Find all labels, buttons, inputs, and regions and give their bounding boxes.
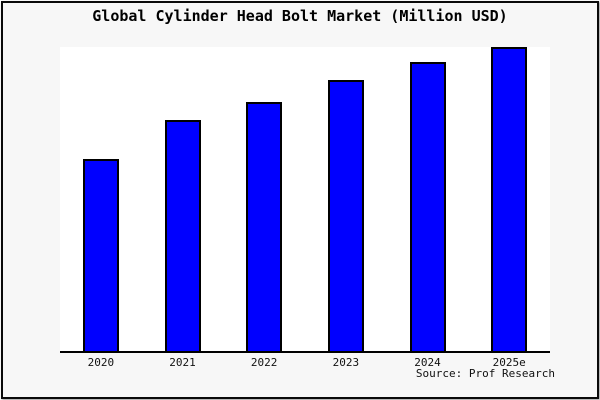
x-tick-label-2020: 2020 xyxy=(87,356,115,369)
x-axis-labels: 2020 2021 2022 2023 2024 2025e xyxy=(60,356,550,369)
x-tick-label-2021: 2021 xyxy=(169,356,196,369)
bar-2021 xyxy=(164,119,201,351)
bar-slot xyxy=(223,47,305,351)
bar-slot xyxy=(142,47,224,351)
bar-2024 xyxy=(409,62,446,351)
source-attribution: Source: Prof Research xyxy=(415,367,555,380)
bar-2020 xyxy=(82,159,119,351)
x-tick-label-2024: 2024 xyxy=(414,356,441,369)
bar-2025e xyxy=(491,47,528,351)
bar-slot xyxy=(387,47,469,351)
plot-area xyxy=(60,47,550,353)
chart-title: Global Cylinder Head Bolt Market (Millio… xyxy=(92,7,508,25)
bar-2023 xyxy=(327,80,364,351)
x-tick-label-2025e: 2025e xyxy=(492,356,526,369)
bar-slot xyxy=(468,47,550,351)
bar-slot xyxy=(60,47,142,351)
bar-2022 xyxy=(246,101,283,351)
x-tick-label-2023: 2023 xyxy=(332,356,360,369)
bar-slot xyxy=(305,47,387,351)
x-tick-label-2022: 2022 xyxy=(250,356,278,369)
